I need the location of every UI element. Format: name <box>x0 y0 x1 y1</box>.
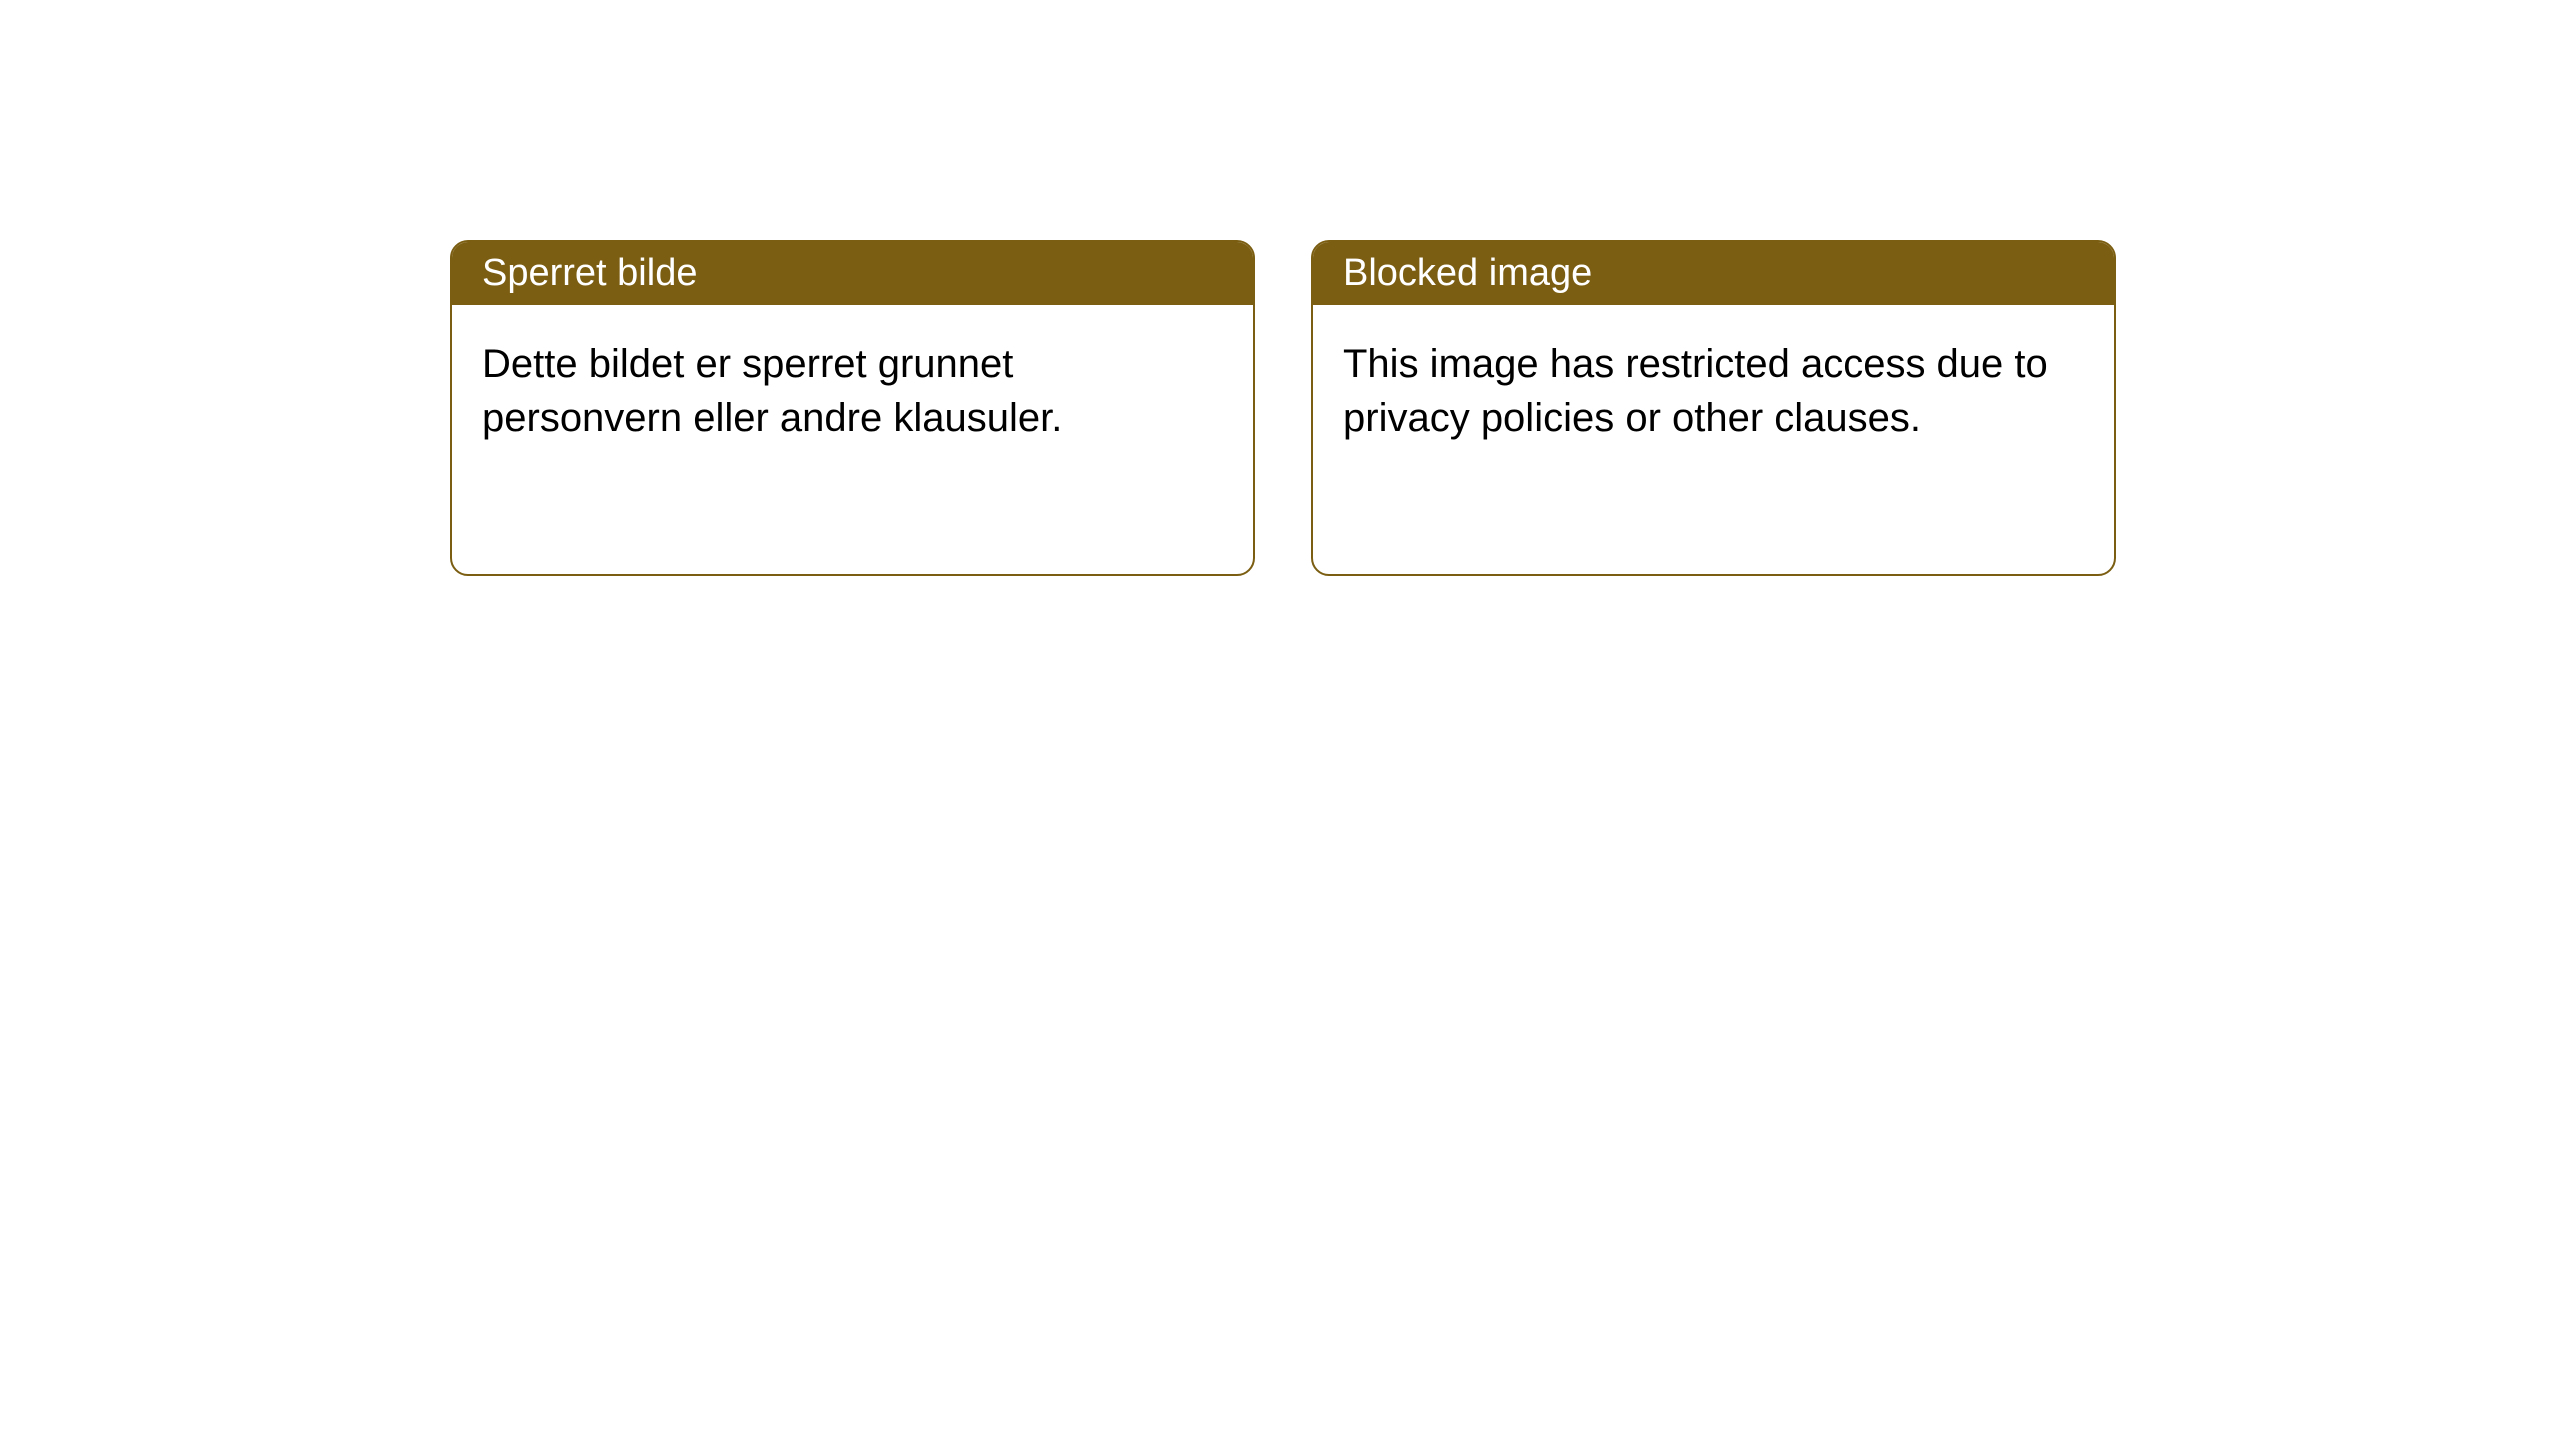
cards-container: Sperret bilde Dette bildet er sperret gr… <box>450 240 2116 576</box>
card-header: Sperret bilde <box>452 242 1253 305</box>
card-body: Dette bildet er sperret grunnet personve… <box>452 305 1253 477</box>
card-body-text: This image has restricted access due to … <box>1343 342 2048 440</box>
card-title: Sperret bilde <box>482 252 697 294</box>
card-body-text: Dette bildet er sperret grunnet personve… <box>482 342 1062 440</box>
card-header: Blocked image <box>1313 242 2114 305</box>
card-title: Blocked image <box>1343 252 1592 294</box>
card-english: Blocked image This image has restricted … <box>1311 240 2116 576</box>
card-norwegian: Sperret bilde Dette bildet er sperret gr… <box>450 240 1255 576</box>
card-body: This image has restricted access due to … <box>1313 305 2114 477</box>
